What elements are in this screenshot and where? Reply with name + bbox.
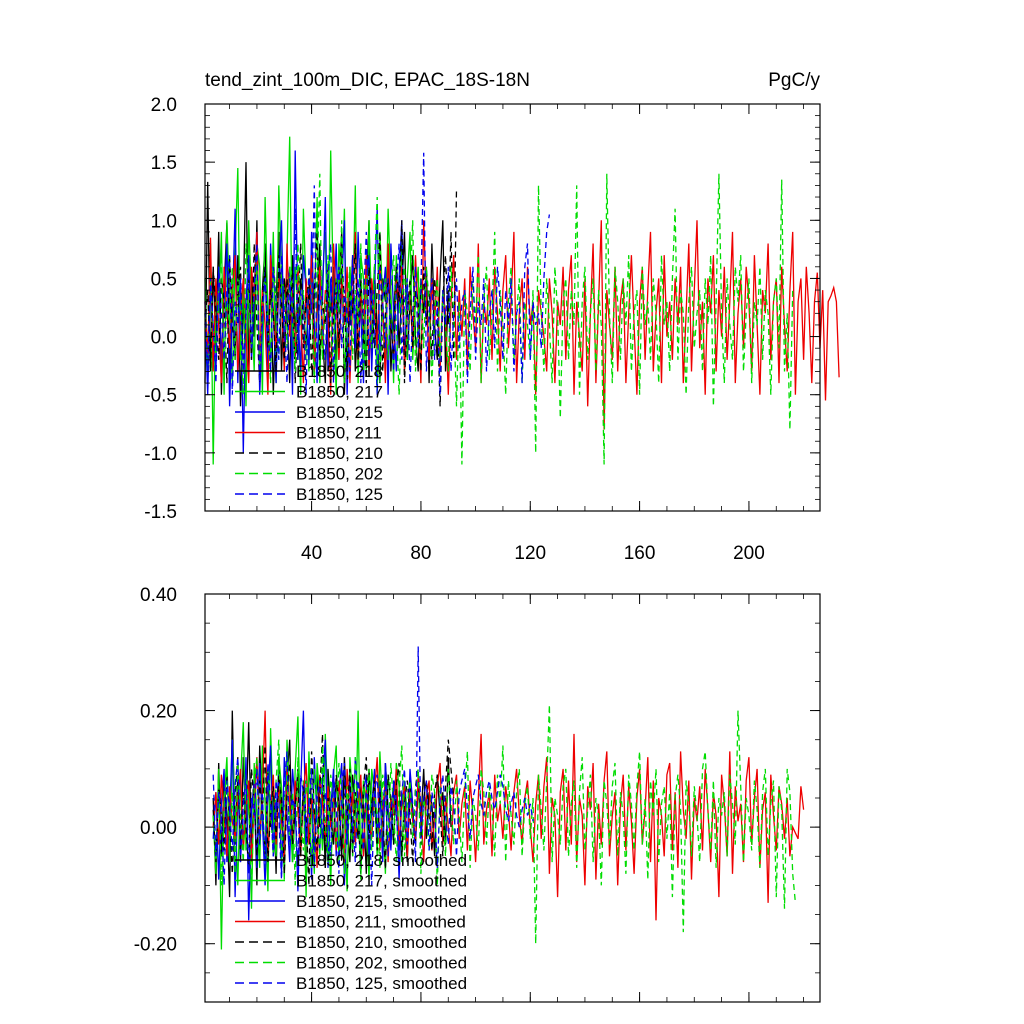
bottom-legend: B1850, 218, smoothed B1850, 217, smoothed… [235, 851, 467, 993]
legend-label: B1850, 125, smoothed [296, 974, 467, 993]
y-tick-label: -1.5 [144, 502, 177, 523]
x-tick-label: 120 [514, 543, 546, 564]
series-line-6 [204, 152, 551, 395]
legend-label: B1850, 211 [296, 424, 382, 443]
legend-label: B1850, 210 [296, 444, 383, 463]
units-label: PgC/y [768, 70, 820, 91]
series-line-3 [204, 220, 840, 430]
y-tick-label: 2.0 [151, 95, 177, 116]
x-tick-label: 160 [624, 543, 656, 564]
legend-label: B1850, 218, smoothed [296, 851, 467, 870]
legend-label: B1850, 217, smoothed [296, 872, 467, 891]
x-tick-label: 200 [733, 543, 765, 564]
legend-label: B1850, 215, smoothed [296, 892, 467, 911]
legend-label: B1850, 202 [296, 465, 383, 484]
x-tick-label: 40 [301, 543, 322, 564]
y-tick-label: 0.20 [140, 702, 177, 723]
chart-title: tend_zint_100m_DIC, EPAC_18S-18N [205, 70, 530, 91]
top-plot-frame [204, 103, 821, 512]
series-line-5 [204, 173, 794, 465]
series-line-6 [212, 646, 534, 886]
legend-label: B1850, 215 [296, 403, 383, 422]
top-series-group [204, 136, 840, 465]
y-tick-label: 1.5 [151, 153, 177, 174]
legend-label: B1850, 218 [296, 362, 383, 381]
legend-label: B1850, 217 [296, 383, 383, 402]
y-tick-label: 0.0 [151, 328, 177, 349]
y-tick-label: -0.20 [134, 935, 177, 956]
series-line-3 [212, 710, 805, 921]
legend-label: B1850, 211, smoothed [296, 913, 466, 932]
y-tick-label: 0.40 [140, 585, 177, 606]
bottom-axis-ticks: 0.40 0.20 0.00 -0.20 [134, 585, 820, 1003]
top-axis-ticks: 2.0 1.5 1.0 0.5 0.0 -0.5 -1.0 -1.5 40 80 120 160 200 [144, 95, 820, 564]
series-line-4 [212, 733, 455, 886]
legend-label: B1850, 125 [296, 485, 383, 504]
y-tick-label: -0.5 [144, 386, 177, 407]
y-tick-label: 1.0 [151, 211, 177, 232]
y-tick-label: 0.5 [151, 269, 177, 290]
series-line-5 [212, 704, 797, 944]
legend-label: B1850, 202, smoothed [296, 954, 467, 973]
series-line-4 [204, 188, 458, 407]
x-tick-label: 80 [410, 543, 431, 564]
y-tick-label: 0.00 [140, 818, 177, 839]
legend-label: B1850, 210, smoothed [296, 933, 467, 952]
y-tick-label: -1.0 [144, 444, 177, 465]
top-panel: tend_zint_100m_DIC, EPAC_18S-18N PgC/y 2… [144, 70, 840, 564]
bottom-series-group [212, 646, 805, 950]
bottom-panel: 0.400.200.00-0.20 B1850, 218, smoothedB1… [134, 585, 821, 1003]
